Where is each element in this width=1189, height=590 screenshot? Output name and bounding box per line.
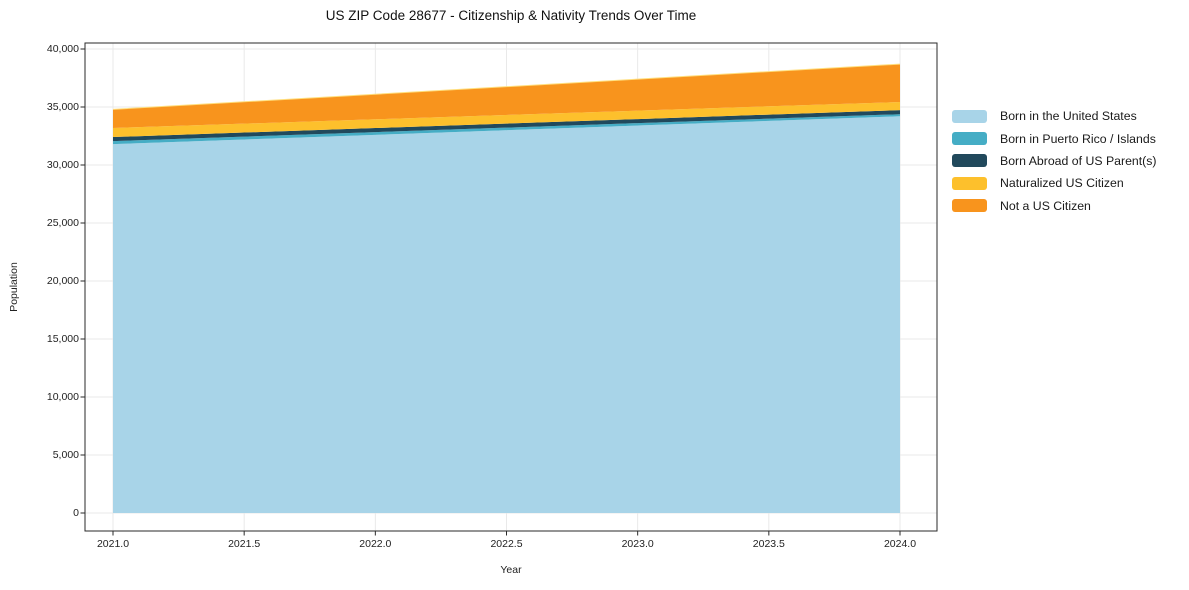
legend-swatch-icon (952, 132, 987, 146)
legend-swatch-icon (952, 199, 987, 213)
legend-item: Born in the United States (952, 105, 1157, 127)
y-tick-label: 35,000 (46, 100, 79, 113)
legend-swatch-icon (952, 176, 987, 190)
y-axis-label: Population (8, 262, 20, 312)
legend-item-label: Born Abroad of US Parent(s) (1000, 153, 1157, 168)
legend-item: Born Abroad of US Parent(s) (952, 150, 1157, 172)
area-band (113, 114, 900, 145)
x-tick-label: 2023.0 (621, 538, 654, 550)
area-band (113, 116, 900, 513)
x-tick-label: 2023.5 (752, 538, 785, 550)
y-tick-label: 20,000 (46, 274, 79, 287)
area-band (113, 102, 900, 138)
y-tick-label: 40,000 (46, 42, 79, 55)
y-tick-label: 10,000 (46, 390, 79, 403)
legend-item: Naturalized US Citizen (952, 172, 1157, 194)
area-band (113, 110, 900, 142)
x-axis-label: Year (500, 564, 522, 576)
x-tick-label: 2021.5 (228, 538, 261, 550)
legend-item-label: Not a US Citizen (1000, 198, 1091, 213)
x-tick-label: 2022.0 (359, 538, 392, 550)
legend-item: Not a US Citizen (952, 195, 1157, 217)
y-tick-label: 15,000 (46, 332, 79, 345)
legend-swatch-icon (952, 109, 987, 123)
legend-item: Born in Puerto Rico / Islands (952, 127, 1157, 149)
legend-item-label: Naturalized US Citizen (1000, 176, 1124, 191)
x-tick-label: 2021.0 (96, 538, 130, 550)
area-band (113, 64, 900, 128)
x-tick-label: 2022.5 (490, 538, 523, 550)
x-tick-label: 2024.0 (883, 538, 917, 550)
y-tick-label: 0 (73, 506, 79, 519)
y-tick-label: 30,000 (46, 158, 79, 171)
y-tick-label: 25,000 (46, 216, 79, 229)
y-tick-label: 5,000 (52, 448, 79, 461)
legend-item-label: Born in the United States (1000, 109, 1137, 124)
legend: Born in the United States Born in Puerto … (952, 105, 1157, 217)
legend-item-label: Born in Puerto Rico / Islands (1000, 131, 1156, 146)
legend-swatch-icon (952, 154, 987, 168)
chart-title: US ZIP Code 28677 - Citizenship & Nativi… (325, 8, 697, 23)
